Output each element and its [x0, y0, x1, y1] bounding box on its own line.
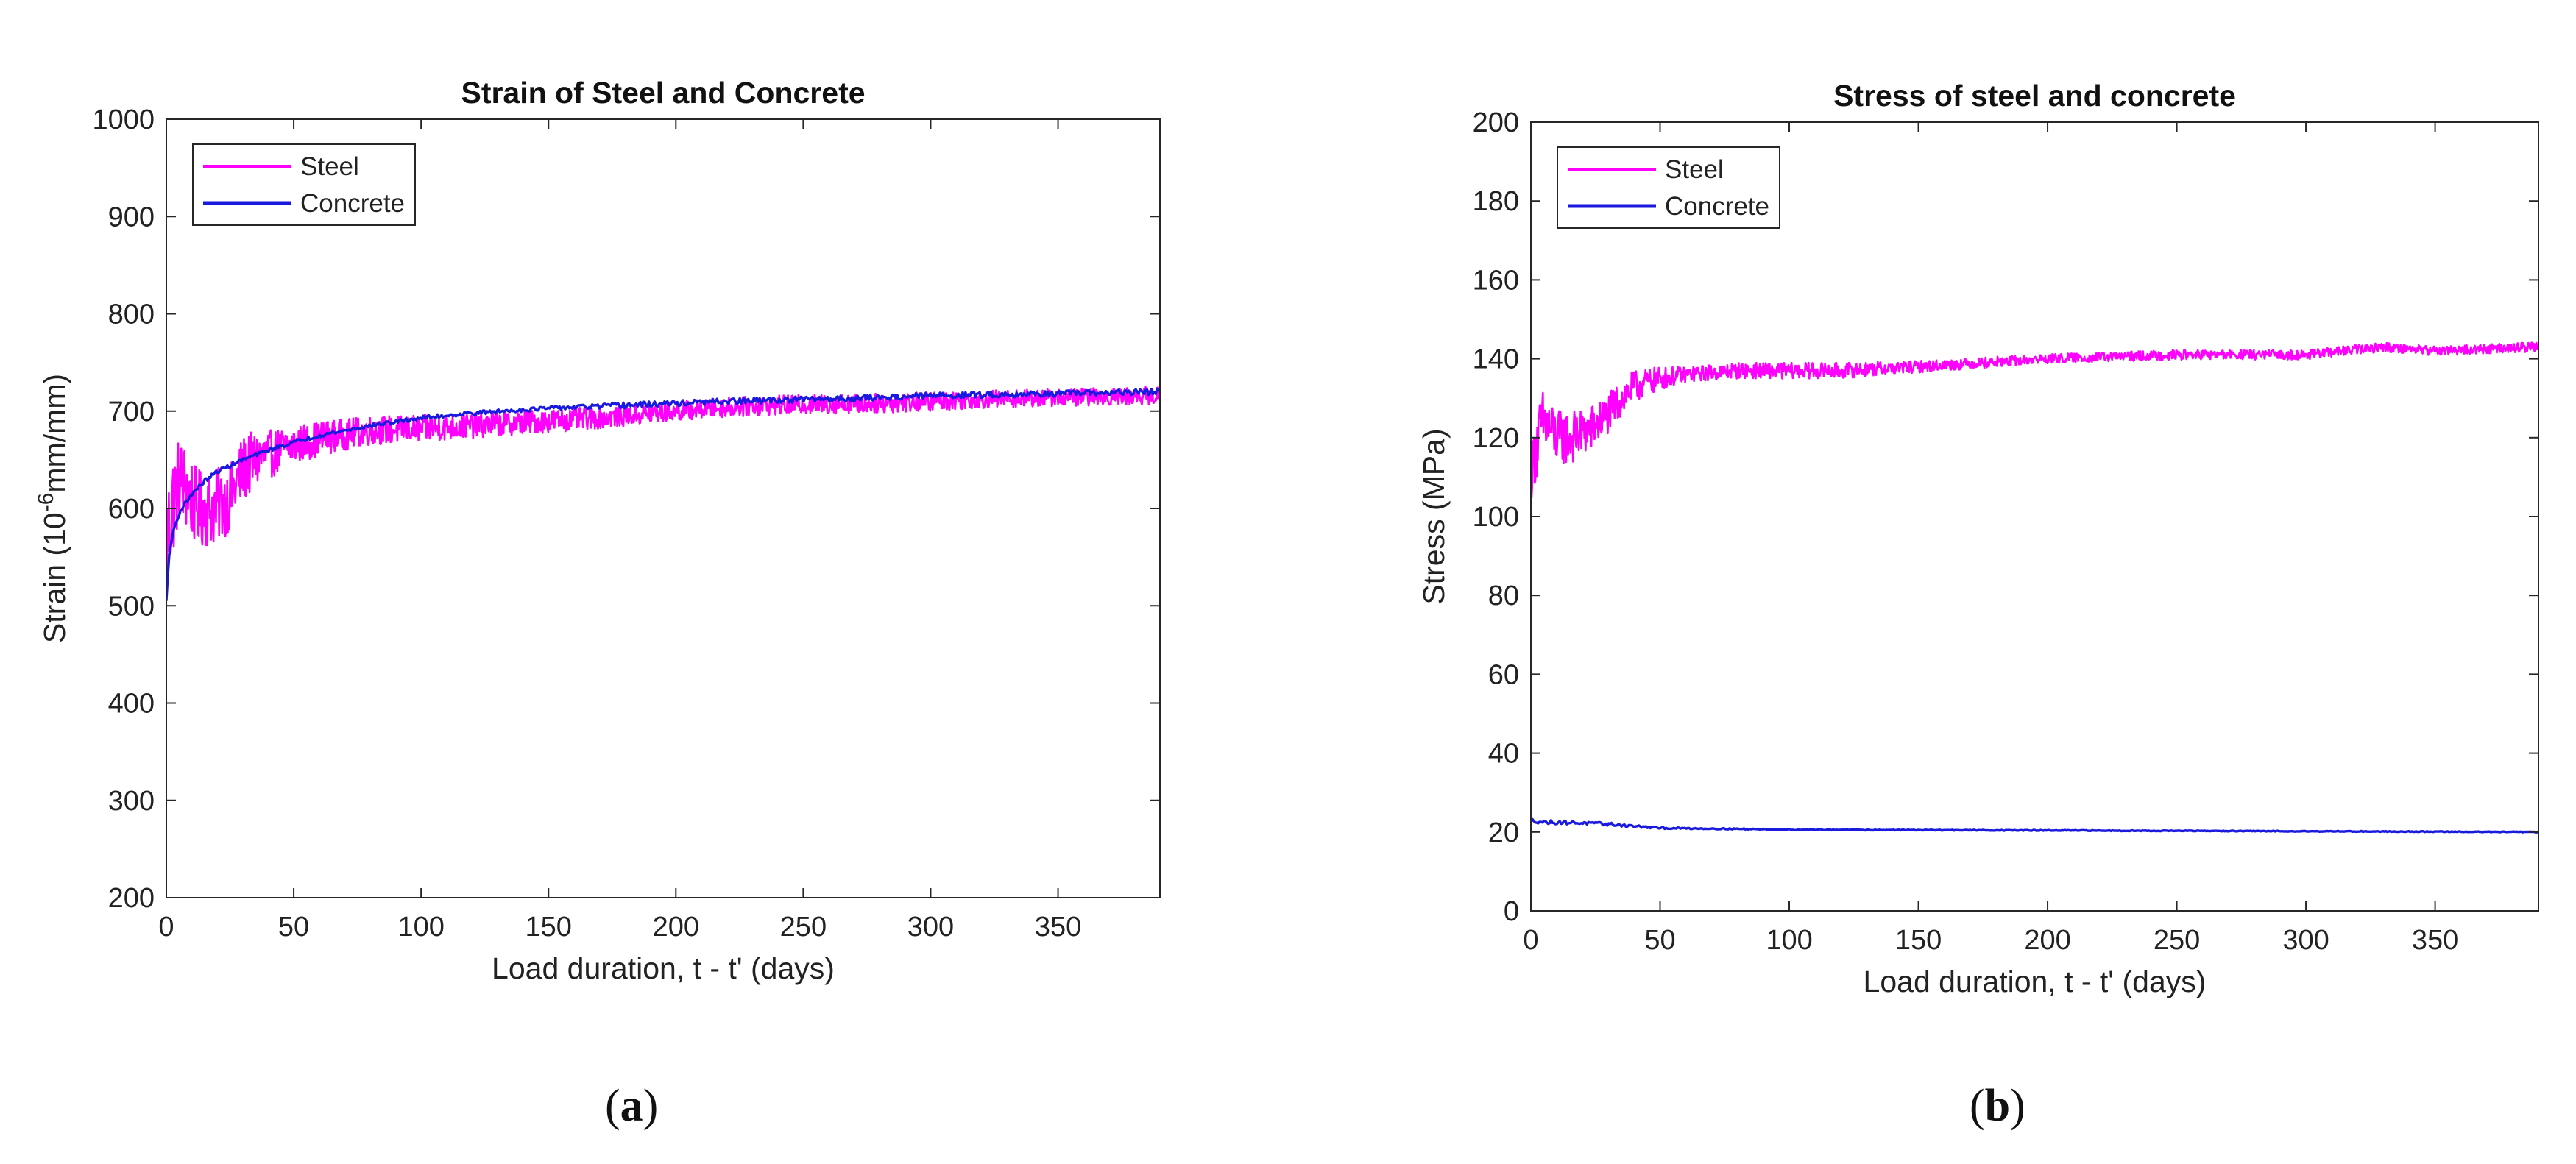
y-tick-label: 300	[108, 786, 155, 817]
series-line-steel	[1531, 341, 2538, 500]
y-tick-label: 40	[1488, 739, 1519, 770]
x-tick-label: 100	[397, 912, 444, 943]
legend-box	[192, 143, 416, 226]
x-axis-label: Load duration, t - t' (days)	[1864, 965, 2207, 998]
chart-b: 0 50 100 150 200 250 300 350 0 20 40 60 80 100 120 140 1…	[1417, 79, 2539, 998]
series-line-concrete	[166, 388, 1160, 601]
y-tick-label: 1000	[92, 104, 155, 135]
y-tick-label: 200	[108, 883, 155, 914]
plot-area	[166, 119, 1160, 898]
x-tick-label: 300	[907, 912, 954, 943]
chart-title: Strain of Steel and Concrete	[461, 76, 865, 110]
y-tick-label: 700	[108, 397, 155, 427]
chart-title: Stress of steel and concrete	[1833, 79, 2236, 113]
y-tick-label: 400	[108, 689, 155, 720]
x-axis-label: Load duration, t - t' (days)	[492, 951, 835, 985]
x-tick-label: 100	[1766, 925, 1812, 956]
x-tick-label: 300	[2282, 925, 2329, 956]
legend: Steel Concrete	[192, 143, 416, 226]
legend-label-steel: Steel	[300, 152, 359, 181]
panel-label-b: (b)	[1970, 1081, 2025, 1131]
y-tick-label: 200	[1473, 107, 1519, 138]
x-tick-label: 50	[1644, 925, 1675, 956]
x-tick-label: 50	[278, 912, 309, 943]
y-axis-label: Stress (MPa)	[1417, 428, 1451, 604]
y-tick-label: 0	[1504, 896, 1519, 927]
legend: Steel Concrete	[1557, 146, 1780, 229]
y-tick-label: 900	[108, 202, 155, 233]
y-tick-label: 800	[108, 299, 155, 330]
x-tick-label: 200	[653, 912, 699, 943]
y-tick-label: 60	[1488, 659, 1519, 690]
x-tick-label: 350	[2412, 925, 2458, 956]
x-tick-label: 150	[1895, 925, 1942, 956]
legend-label-steel: Steel	[1665, 155, 1724, 184]
panel-label-a: (a)	[605, 1081, 659, 1131]
chart-a: 0 50 100 150 200 250 300 350 200 300 400 500 600 700 8…	[34, 76, 1161, 985]
plot-area	[1531, 122, 2538, 911]
x-tick-label: 200	[2024, 925, 2070, 956]
series-line-concrete	[1531, 817, 2538, 834]
x-tick-label: 250	[2154, 925, 2200, 956]
y-tick-label: 20	[1488, 817, 1519, 848]
legend-label-concrete: Concrete	[300, 189, 405, 218]
y-axis-label: Strain (10-6mm/mm)	[34, 374, 72, 643]
y-tick-label: 140	[1473, 344, 1519, 375]
x-tick-label: 350	[1035, 912, 1081, 943]
legend-box	[1557, 146, 1780, 229]
legend-label-concrete: Concrete	[1665, 192, 1769, 221]
y-tick-label: 600	[108, 494, 155, 525]
y-tick-label: 120	[1473, 423, 1519, 454]
x-tick-label: 150	[526, 912, 572, 943]
x-tick-label: 0	[158, 912, 174, 943]
x-tick-label: 0	[1523, 925, 1538, 956]
y-tick-label: 180	[1473, 186, 1519, 217]
y-tick-label: 100	[1473, 502, 1519, 533]
x-tick-label: 250	[780, 912, 827, 943]
y-tick-label: 160	[1473, 265, 1519, 296]
y-tick-label: 500	[108, 591, 155, 622]
y-tick-label: 80	[1488, 581, 1519, 611]
